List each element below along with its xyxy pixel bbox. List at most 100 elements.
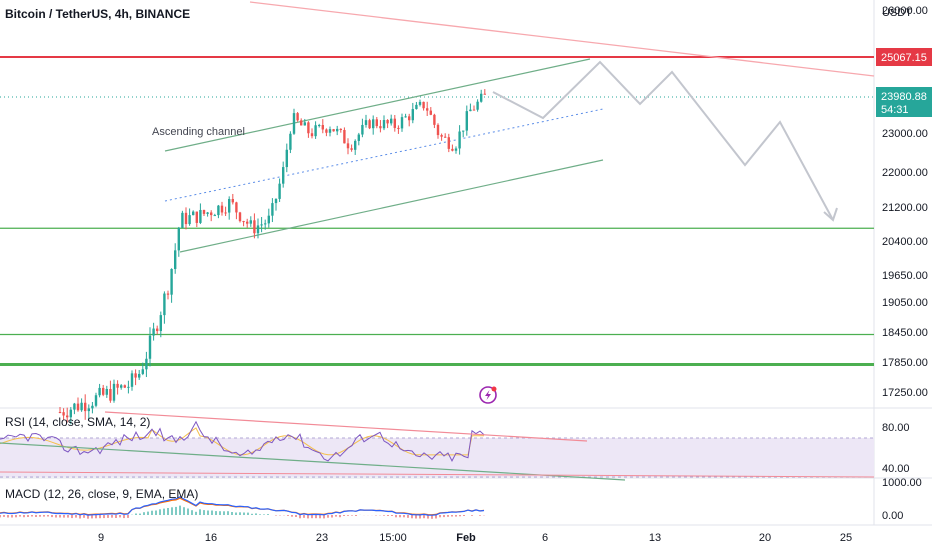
candle-body xyxy=(386,119,389,124)
candle-body xyxy=(199,209,202,223)
candle-body xyxy=(152,328,155,336)
candle-body xyxy=(292,113,296,134)
candle-body xyxy=(102,387,105,395)
candle-body xyxy=(282,167,285,184)
y-tick-label: 17850.00 xyxy=(882,357,928,369)
candle-body xyxy=(213,215,216,217)
candle-body xyxy=(454,148,458,151)
rsi-title: RSI (14, close, SMA, 14, 2) xyxy=(5,415,150,429)
candle-body xyxy=(159,315,162,332)
candle-body xyxy=(303,122,306,126)
last-price-tag xyxy=(876,87,932,117)
candle-body xyxy=(393,118,396,128)
candle-body xyxy=(274,198,278,204)
candle-body xyxy=(440,135,443,137)
candle-body xyxy=(264,223,267,225)
rsi-lines xyxy=(0,411,875,481)
rsi-support-trendline xyxy=(0,442,626,481)
y-tick-label: 26000.00 xyxy=(882,5,928,17)
candle-body xyxy=(382,119,386,129)
y-tick-label: 19650.00 xyxy=(882,270,928,282)
countdown-text: 54:31 xyxy=(881,104,909,116)
candle-body xyxy=(278,183,281,199)
candle-body xyxy=(314,125,317,137)
candle-body xyxy=(112,383,116,401)
candle-body xyxy=(210,212,213,216)
x-tick-label: 20 xyxy=(759,532,771,544)
candle-body xyxy=(206,212,209,214)
candle-body xyxy=(469,109,472,112)
candle-body xyxy=(300,120,303,126)
candle-body xyxy=(343,129,346,144)
candle-body xyxy=(357,134,360,141)
candle-body xyxy=(73,403,76,410)
time-axis[interactable]: 9 16 23 15:00 Feb 6 13 20 25 xyxy=(98,532,852,544)
candle-body xyxy=(116,383,119,388)
rsi-baseline-trendline xyxy=(0,471,875,478)
candle-body xyxy=(462,130,465,132)
candle-body xyxy=(123,385,126,388)
candle-body xyxy=(58,412,62,413)
candle-body xyxy=(415,104,418,110)
candle-body xyxy=(375,119,378,127)
candle-body xyxy=(436,124,440,136)
x-tick-label: 6 xyxy=(542,532,548,544)
candle-body xyxy=(260,224,263,226)
macd-tick-label: 0.00 xyxy=(882,510,903,522)
candle-body xyxy=(156,328,159,332)
candle-body xyxy=(361,124,364,135)
candle-body xyxy=(368,120,371,129)
candle-body xyxy=(332,129,335,132)
candle-body xyxy=(444,136,447,138)
candle-body xyxy=(138,373,141,378)
projection-path xyxy=(492,60,838,222)
candle-body xyxy=(465,111,468,131)
candle-body xyxy=(310,133,314,137)
candle-body xyxy=(91,405,94,409)
candle-body xyxy=(472,109,476,111)
y-tick-label: 18450.00 xyxy=(882,327,928,339)
candle-body xyxy=(253,220,256,234)
candle-body xyxy=(426,108,429,111)
resistance-price-tag xyxy=(876,48,932,66)
candle-body xyxy=(127,386,130,388)
candle-body xyxy=(433,114,436,125)
y-tick-label: 21200.00 xyxy=(882,202,928,214)
rsi-band xyxy=(0,438,874,477)
y-tick-label: 22000.00 xyxy=(882,167,928,179)
x-tick-label: 16 xyxy=(205,532,217,544)
lightning-bolt-icon[interactable] xyxy=(479,386,497,404)
candle-body xyxy=(62,412,65,416)
candle-body xyxy=(339,128,342,130)
candle-body xyxy=(235,202,238,213)
candle-body xyxy=(220,205,224,213)
candle-body xyxy=(134,373,137,378)
candle-body xyxy=(404,116,407,118)
candle-body xyxy=(166,293,170,295)
candle-body xyxy=(130,373,134,387)
price-axis[interactable]: 26000.00 23000.00 22000.00 21200.00 20400.00… xyxy=(876,5,932,522)
candle-body xyxy=(184,212,188,225)
candle-body xyxy=(321,125,324,130)
candle-body xyxy=(364,120,368,125)
macd-line xyxy=(0,496,485,516)
candle-body xyxy=(296,113,299,121)
candle-body xyxy=(397,127,400,129)
x-tick-label: 23 xyxy=(316,532,328,544)
x-tick-label: 9 xyxy=(98,532,104,544)
candle-body xyxy=(289,133,292,150)
channel-annotation: Ascending channel xyxy=(152,126,245,138)
candle-body xyxy=(181,212,184,228)
y-tick-label: 23000.00 xyxy=(882,128,928,140)
candle-body xyxy=(422,101,425,109)
projection-arrow-head xyxy=(823,207,838,222)
candle-body xyxy=(170,268,173,295)
candle-body xyxy=(84,402,87,412)
x-tick-label: Feb xyxy=(456,532,476,544)
candle-body xyxy=(141,369,144,374)
candle-body xyxy=(217,205,220,216)
last-price-tag-text: 23980.88 xyxy=(881,91,927,103)
candles xyxy=(58,89,486,425)
candle-body xyxy=(271,203,274,216)
